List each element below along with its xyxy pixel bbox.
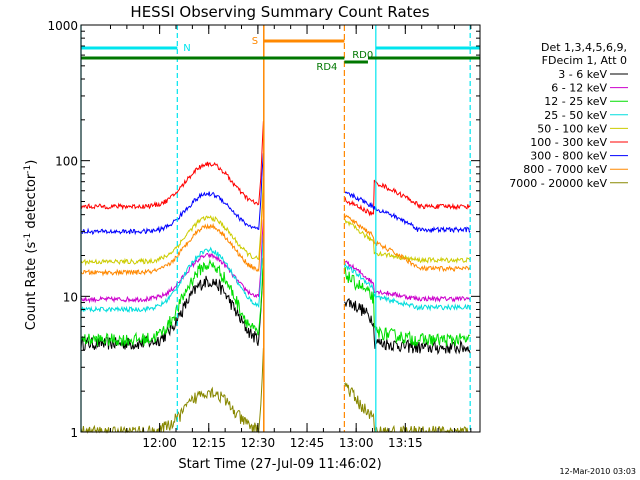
rd4-label: RD4 — [316, 62, 337, 73]
legend-label-2: 12 - 25 keV — [544, 95, 607, 108]
legend-header-2: FDecim 1, Att 0 — [542, 54, 627, 67]
series-line-b-4 — [344, 219, 471, 264]
legend-label-3: 25 - 50 keV — [544, 109, 607, 122]
series-line-b-3 — [343, 262, 471, 312]
legend-label-7: 800 - 7000 keV — [523, 163, 607, 176]
saa-label: S — [252, 36, 258, 47]
series-line-b-1 — [343, 260, 471, 303]
x-tick-label-2: 12:30 — [241, 436, 276, 450]
x-axis-ticks: 12:00 12:15 12:30 12:45 13:00 13:15 — [109, 25, 472, 450]
y-axis-ticks: 1 10 100 1000 — [47, 19, 480, 440]
legend: Det 1,3,4,5,6,9, FDecim 1, Att 0 3 - 6 k… — [509, 41, 628, 190]
series-line-8 — [80, 348, 264, 434]
rd0-label: RD0 — [352, 50, 373, 61]
footer-timestamp: 12-Mar-2010 03:03 — [560, 467, 637, 476]
y-axis-label-sup1: -1 — [23, 233, 33, 242]
x-axis-label: Start Time (27-Jul-09 11:46:02) — [178, 457, 381, 472]
series-line-b-5 — [344, 179, 471, 217]
y-axis-label-end: ) — [24, 160, 39, 165]
series-line-b-0 — [344, 298, 471, 356]
x-tick-label-0: 12:00 — [142, 436, 177, 450]
y-axis-label-mid: detector — [24, 173, 39, 233]
legend-header-1: Det 1,3,4,5,6,9, — [541, 41, 627, 54]
series-line-4 — [80, 178, 264, 267]
series-line-b-6 — [343, 190, 471, 234]
legend-label-4: 50 - 100 keV — [537, 122, 607, 135]
plot-frame — [80, 24, 481, 433]
y-tick-label-2: 100 — [55, 155, 78, 169]
series-line-b-8 — [344, 382, 471, 434]
legend-label-1: 6 - 12 keV — [551, 82, 607, 95]
y-axis-label: Count Rate (s-1 detector-1) — [23, 160, 39, 331]
series-line-b-7 — [343, 213, 471, 273]
series-line-5 — [80, 121, 264, 211]
y-tick-label-1: 10 — [63, 290, 78, 304]
series-line-b-2 — [343, 266, 471, 347]
legend-label-0: 3 - 6 keV — [558, 68, 607, 81]
y-axis-label-sup2: -1 — [23, 165, 33, 174]
y-axis-label-main: Count Rate (s — [24, 242, 39, 331]
y-tick-label-0: 1 — [70, 426, 78, 440]
chart-title: HESSI Observing Summary Count Rates — [130, 3, 429, 21]
x-tick-label-1: 12:15 — [191, 436, 226, 450]
y-tick-label-3: 1000 — [47, 19, 78, 33]
series-line-6 — [80, 153, 264, 236]
night-label: N — [183, 43, 190, 54]
legend-label-8: 7000 - 20000 keV — [509, 177, 607, 190]
series-line-2 — [80, 257, 264, 347]
series-line-3 — [80, 233, 264, 314]
series-line-7 — [80, 192, 264, 277]
legend-label-6: 300 - 800 keV — [530, 150, 607, 163]
legend-label-5: 100 - 300 keV — [530, 136, 607, 149]
x-tick-label-4: 13:00 — [339, 436, 374, 450]
x-tick-label-5: 13:15 — [388, 436, 423, 450]
annotation-group: N S RD4 RD0 — [80, 25, 480, 432]
x-tick-label-3: 12:45 — [290, 436, 325, 450]
series-group — [80, 121, 471, 434]
